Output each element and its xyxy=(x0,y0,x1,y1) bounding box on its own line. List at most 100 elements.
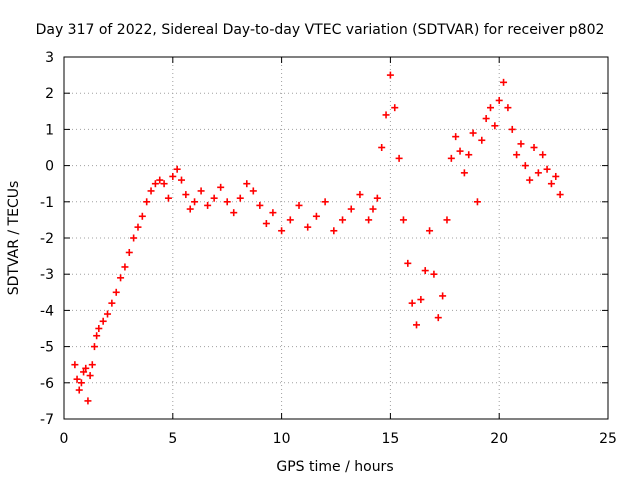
data-point xyxy=(112,288,120,296)
y-tick-label: 3 xyxy=(45,50,54,66)
data-point xyxy=(82,364,90,372)
data-point xyxy=(339,216,347,224)
data-point xyxy=(452,133,460,141)
data-point xyxy=(197,187,205,195)
data-point xyxy=(186,205,194,213)
data-series-sdtvar xyxy=(71,71,564,405)
data-point xyxy=(417,296,425,304)
data-point xyxy=(413,321,421,329)
data-point xyxy=(521,162,529,170)
y-tick-label: 2 xyxy=(45,86,54,102)
data-point xyxy=(151,180,159,188)
plot-frame xyxy=(63,56,609,420)
data-point xyxy=(93,332,101,340)
data-point xyxy=(191,198,199,206)
data-point xyxy=(77,379,85,387)
data-point xyxy=(286,216,294,224)
data-point xyxy=(469,129,477,137)
data-point xyxy=(443,216,451,224)
data-point xyxy=(75,386,83,394)
data-point xyxy=(356,191,364,199)
data-point xyxy=(404,259,412,267)
data-point xyxy=(321,198,329,206)
data-point xyxy=(330,227,338,235)
data-point xyxy=(517,140,525,148)
data-point xyxy=(395,154,403,162)
data-point xyxy=(210,194,218,202)
data-point xyxy=(473,198,481,206)
data-point xyxy=(465,151,473,159)
x-axis-ticks: 0 5 10 15 20 25 xyxy=(60,57,617,447)
data-point xyxy=(90,343,98,351)
data-point xyxy=(169,172,177,180)
data-point xyxy=(491,122,499,130)
data-point xyxy=(223,198,231,206)
data-point xyxy=(486,104,494,112)
data-point xyxy=(382,111,390,119)
data-point xyxy=(182,191,190,199)
y-tick-label: 1 xyxy=(45,122,54,138)
x-tick-label: 15 xyxy=(381,431,399,447)
data-point xyxy=(134,223,142,231)
data-point xyxy=(456,147,464,155)
data-point xyxy=(178,176,186,184)
data-point xyxy=(138,212,146,220)
y-axis-label: SDTVAR / TECUs xyxy=(6,181,22,296)
data-point xyxy=(217,183,225,191)
y-axis-ticks: -7 -6 -5 -4 -3 -2 -1 0 1 2 3 xyxy=(40,50,608,428)
data-point xyxy=(439,292,447,300)
data-point xyxy=(104,310,112,318)
x-tick-label: 10 xyxy=(273,431,291,447)
data-point xyxy=(86,372,94,380)
data-point xyxy=(426,227,434,235)
y-tick-label: 0 xyxy=(45,159,54,175)
data-point xyxy=(547,180,555,188)
data-point xyxy=(347,205,355,213)
y-tick-label: -3 xyxy=(40,267,54,283)
data-point xyxy=(230,209,238,217)
data-point xyxy=(164,194,172,202)
data-point xyxy=(269,209,277,217)
grid xyxy=(64,57,608,419)
data-point xyxy=(95,325,103,332)
data-point xyxy=(160,180,168,188)
data-point xyxy=(156,176,164,184)
y-tick-label: -5 xyxy=(40,340,54,356)
data-point xyxy=(204,201,212,209)
data-point xyxy=(434,314,442,322)
data-point xyxy=(399,216,407,224)
data-point xyxy=(236,194,244,202)
data-point xyxy=(526,176,534,184)
data-point xyxy=(99,317,107,325)
data-point xyxy=(504,104,512,112)
y-tick-label: -2 xyxy=(40,231,54,247)
data-point xyxy=(71,361,79,369)
data-point xyxy=(482,115,490,123)
chart-title: Day 317 of 2022, Sidereal Day-to-day VTE… xyxy=(36,22,605,38)
x-tick-label: 25 xyxy=(599,431,617,447)
data-point xyxy=(121,263,129,271)
data-point xyxy=(530,144,538,151)
x-tick-label: 0 xyxy=(60,431,69,447)
data-point xyxy=(447,154,455,162)
data-point xyxy=(508,125,516,133)
data-point xyxy=(125,248,133,256)
data-point xyxy=(249,187,257,195)
data-point xyxy=(84,397,92,405)
data-point xyxy=(391,104,399,112)
y-tick-label: -1 xyxy=(40,195,54,211)
x-tick-label: 5 xyxy=(168,431,177,447)
data-point xyxy=(173,165,181,173)
y-tick-label: -6 xyxy=(40,376,54,392)
data-point xyxy=(143,198,151,206)
data-point xyxy=(408,299,416,307)
data-point xyxy=(478,136,486,144)
data-point xyxy=(295,201,303,209)
data-point xyxy=(312,212,320,220)
data-point xyxy=(534,169,542,177)
x-tick-label: 20 xyxy=(490,431,508,447)
data-point xyxy=(386,71,394,79)
data-point xyxy=(108,299,116,307)
data-point xyxy=(513,151,521,159)
data-point xyxy=(373,194,381,202)
